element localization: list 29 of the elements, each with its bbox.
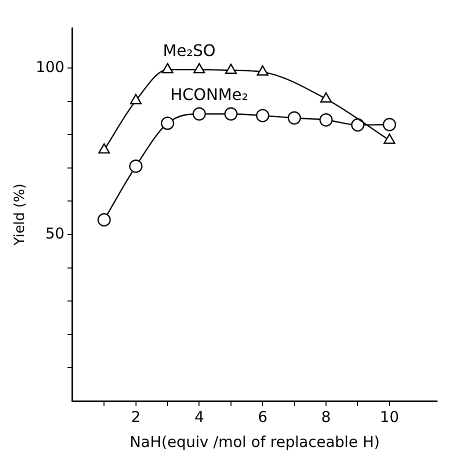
- point: [129, 160, 142, 173]
- point: [288, 111, 301, 125]
- point: [320, 92, 332, 103]
- point: [162, 62, 174, 74]
- y-tick-label: 50: [45, 224, 64, 242]
- x-axis-title: NaH(equiv /mol of replaceable H): [130, 432, 380, 451]
- x-tick-label: 2: [131, 408, 141, 426]
- point: [384, 134, 396, 144]
- point: [97, 213, 111, 226]
- x-tick-label: 10: [380, 408, 399, 426]
- y-tick-label: 100: [36, 58, 64, 76]
- point: [98, 143, 110, 154]
- point: [319, 113, 333, 127]
- point: [256, 108, 270, 122]
- point: [192, 107, 206, 121]
- point: [256, 65, 268, 76]
- point: [160, 116, 174, 130]
- series-label: HCONMe₂: [170, 85, 248, 104]
- series-label: Me₂SO: [162, 40, 216, 60]
- y-axis-title: Yield (%): [12, 183, 28, 247]
- x-tick-label: 4: [194, 408, 204, 426]
- x-tick-label: 6: [258, 408, 268, 426]
- point: [193, 62, 206, 74]
- x-tick-label: 8: [321, 408, 331, 426]
- point: [351, 118, 364, 132]
- point: [225, 64, 237, 74]
- point: [130, 94, 142, 104]
- point: [224, 107, 238, 121]
- point: [382, 118, 396, 132]
